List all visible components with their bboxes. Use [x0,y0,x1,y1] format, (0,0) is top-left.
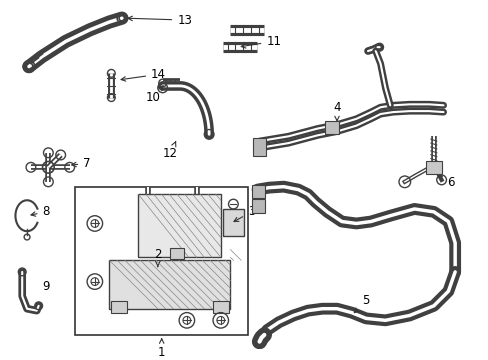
Bar [109,260,230,309]
Text: 14: 14 [121,68,166,81]
Text: 7: 7 [72,157,91,170]
Text: 8: 8 [31,205,50,219]
Text: 10: 10 [145,86,163,104]
Bar [213,301,228,312]
Text: 6: 6 [436,172,454,189]
Bar [138,194,220,257]
Bar [222,209,244,236]
Text: 3: 3 [233,205,255,221]
Text: 13: 13 [128,14,192,27]
Bar [251,185,265,198]
Text: 5: 5 [354,294,369,312]
Bar [170,248,183,259]
Bar [111,301,126,312]
Bar [75,187,247,335]
Text: 12: 12 [163,141,178,160]
Bar [252,138,266,156]
Bar [251,199,265,213]
Text: 1: 1 [158,339,165,359]
Text: 2: 2 [154,248,161,266]
Text: 4: 4 [332,101,340,121]
Bar [325,121,338,134]
Bar [425,161,441,174]
Text: 11: 11 [241,35,281,48]
Text: 9: 9 [42,280,50,293]
